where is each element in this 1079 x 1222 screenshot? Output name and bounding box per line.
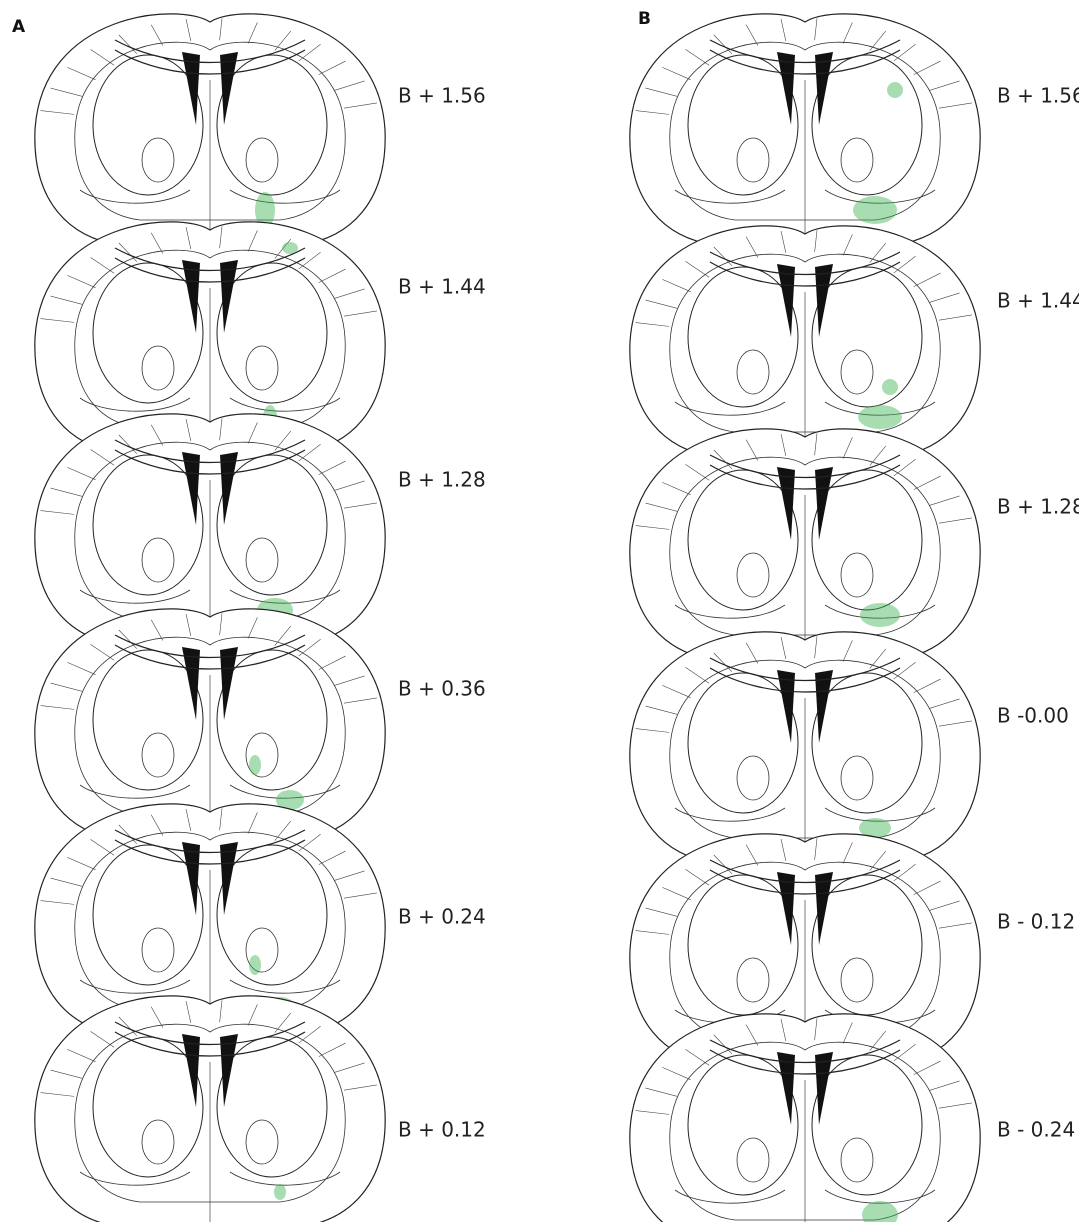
panel-label: B	[638, 9, 651, 29]
hemisphere-loop	[93, 1037, 203, 1177]
section-label: B - 0.24	[997, 1118, 1075, 1142]
hemisphere-loop	[812, 673, 922, 813]
hemisphere-loop	[688, 875, 798, 1015]
section-label: B + 0.24	[398, 905, 486, 929]
hemisphere-loop	[93, 845, 203, 985]
section-label: B + 1.44	[997, 289, 1079, 313]
hemisphere-loop	[93, 455, 203, 595]
brain-section	[35, 222, 385, 453]
lesion-area	[860, 603, 900, 627]
section-label: B + 1.28	[997, 495, 1079, 519]
hemisphere-loop	[688, 55, 798, 195]
section-label: B + 1.44	[398, 275, 486, 299]
hemisphere-loop	[688, 470, 798, 610]
panel-label: A	[12, 17, 26, 37]
hemisphere-loop	[812, 1055, 922, 1195]
brain-section	[35, 804, 385, 1035]
section-label: B + 0.36	[398, 677, 486, 701]
hemisphere-loop	[688, 1055, 798, 1195]
lesion-area	[853, 196, 897, 224]
hemisphere-loop	[812, 55, 922, 195]
hemisphere-loop	[217, 55, 327, 195]
lesion-area	[249, 955, 261, 975]
hemisphere-loop	[93, 55, 203, 195]
section-label: B -0.00	[997, 704, 1069, 728]
lesion-area	[274, 1184, 286, 1200]
lesion-area	[282, 242, 298, 254]
section-label: B + 1.56	[398, 84, 486, 108]
hemisphere-loop	[812, 267, 922, 407]
brain-section	[630, 226, 980, 457]
brain-section	[35, 14, 385, 245]
brain-section	[35, 996, 385, 1222]
hemisphere-loop	[812, 875, 922, 1015]
hemisphere-loop	[93, 263, 203, 403]
hemisphere-loop	[217, 845, 327, 985]
hemisphere-loop	[688, 673, 798, 813]
hemisphere-loop	[217, 455, 327, 595]
section-label: B - 0.12	[997, 910, 1075, 934]
brain-section	[35, 609, 385, 840]
hemisphere-loop	[217, 263, 327, 403]
lesion-area	[249, 755, 261, 775]
lesion-area	[882, 379, 898, 395]
hemisphere-loop	[93, 650, 203, 790]
section-label: B + 1.28	[398, 468, 486, 492]
hemisphere-loop	[217, 650, 327, 790]
section-label: B + 0.12	[398, 1118, 486, 1142]
brain-section	[630, 1014, 980, 1222]
hemisphere-loop	[217, 1037, 327, 1177]
hemisphere-loop	[688, 267, 798, 407]
brain-section	[630, 14, 980, 245]
lesion-area	[887, 82, 903, 98]
brain-section	[35, 414, 385, 645]
lesion-area	[858, 405, 902, 429]
brain-section	[630, 429, 980, 660]
hemisphere-loop	[812, 470, 922, 610]
figure: A B + 1.56 B + 1.44 B + 1.28 B + 0.36 B + 0.2…	[0, 0, 1079, 1222]
section-label: B + 1.56	[997, 84, 1079, 108]
brain-section	[630, 632, 980, 863]
